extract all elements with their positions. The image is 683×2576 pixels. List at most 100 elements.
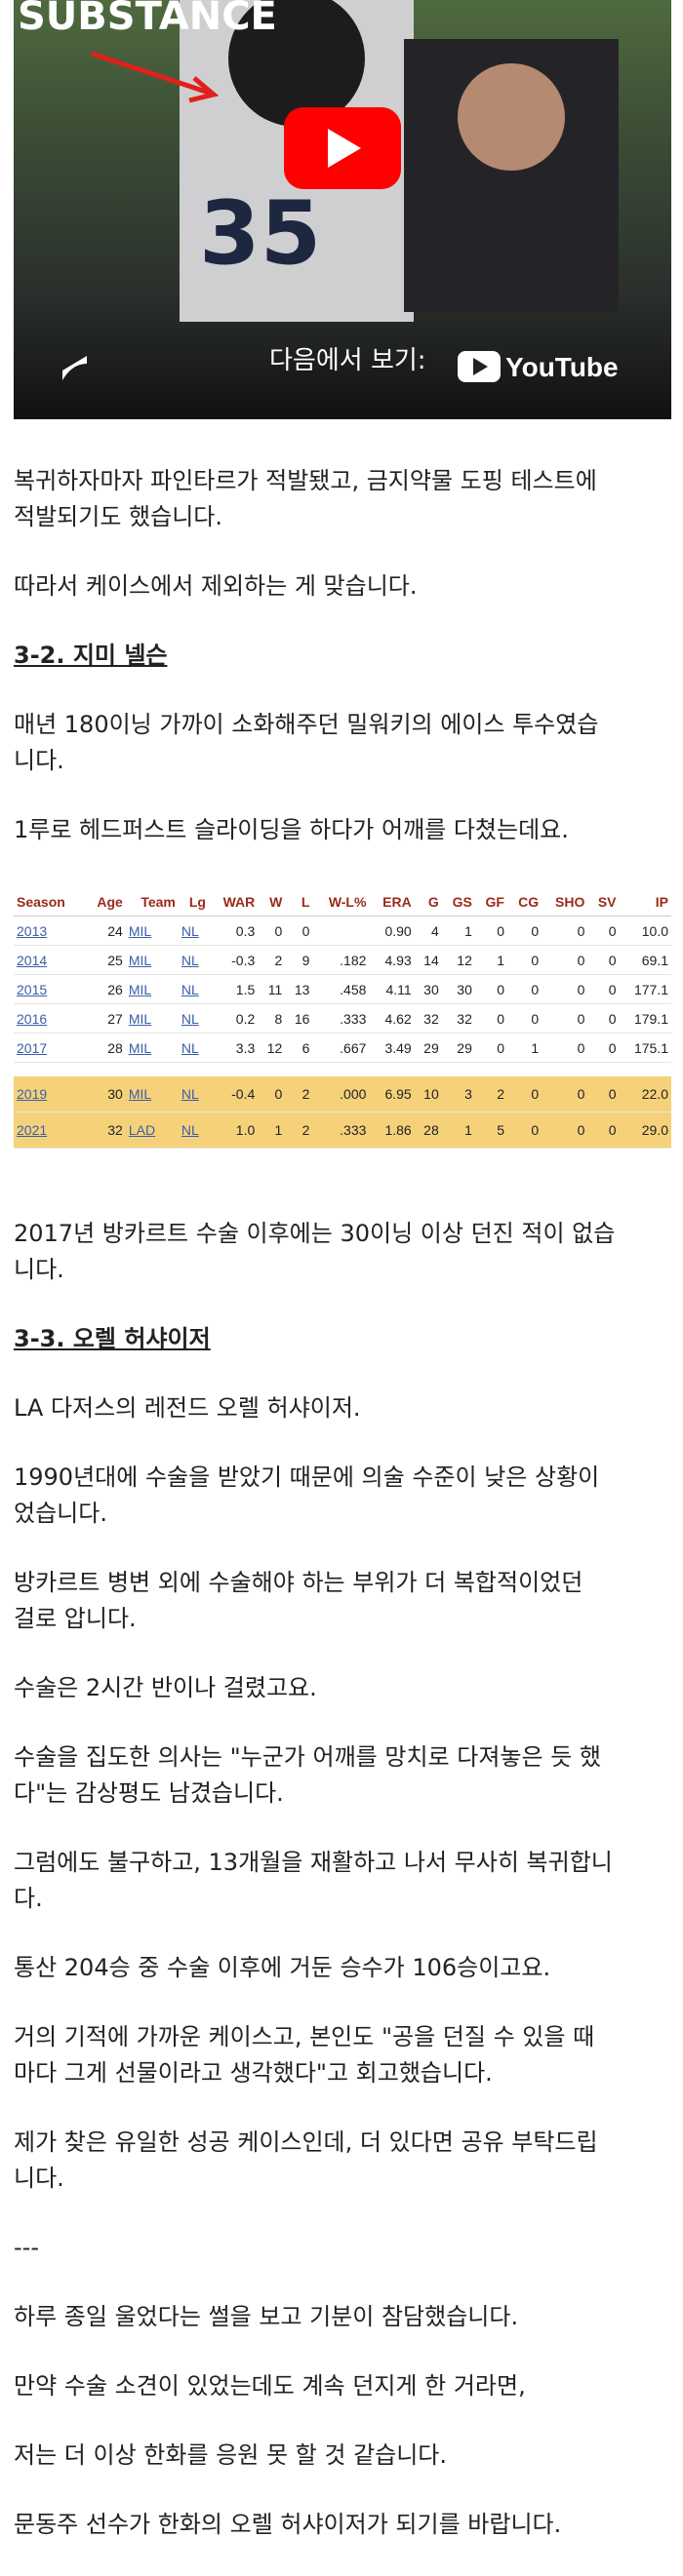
header-cell: Season xyxy=(14,888,85,917)
table-cell: 175.1 xyxy=(619,1033,671,1063)
text-line: 적발되기도 했습니다. xyxy=(14,503,222,530)
player-head xyxy=(228,0,365,127)
table-cell: 12 xyxy=(258,1033,286,1063)
text-line: 었습니다. xyxy=(14,1500,107,1527)
paragraph: 매년 180이닝 가까이 소화해주던 밀워키의 에이스 투수였습 니다. xyxy=(14,707,677,779)
paragraph: 저는 더 이상 한화를 응원 못 할 것 같습니다. xyxy=(14,2438,677,2474)
table-cell: 25 xyxy=(84,945,126,975)
table-cell: 0 xyxy=(506,974,542,1004)
paragraph: 만약 수술 소견이 있었는데도 계속 던지게 한 거라면, xyxy=(14,2368,677,2404)
table-cell: 3.3 xyxy=(208,1033,259,1063)
table-cell: 0 xyxy=(587,1076,620,1112)
table-cell: 0 xyxy=(542,974,588,1004)
video-embed[interactable]: 35 SUBSTANCE 다음에서 보기: YouTube xyxy=(14,0,671,419)
paragraph: 통산 204승 중 수술 이후에 거둔 승수가 106승이고요. xyxy=(14,1950,677,1986)
table-cell: 1 xyxy=(506,1033,542,1063)
table-cell: 179.1 xyxy=(619,1003,671,1034)
table-cell: 13 xyxy=(285,974,313,1004)
paragraph: 거의 기적에 가까운 케이스고, 본인도 "공을 던질 수 있을 때 마다 그게 … xyxy=(14,2019,677,2091)
table-cell: 32 xyxy=(441,1003,475,1034)
text-line: 수술은 2시간 반이나 걸렸고요. xyxy=(14,1674,317,1701)
link-cell: 2014 xyxy=(14,945,85,975)
text-line: 방카르트 병변 외에 수술해야 하는 부위가 더 복합적이었던 xyxy=(14,1569,583,1596)
stats-table: Season Age Team Lg WAR W L W-L% ERA G GS GF CG SHO SV I… xyxy=(14,888,671,1149)
text-line: 마다 그게 선물이라고 생각했다"고 회고했습니다. xyxy=(14,2059,493,2087)
table-cell: 24 xyxy=(84,916,126,946)
paragraph: 제가 찾은 유일한 성공 케이스인데, 더 있다면 공유 부탁드립 니다. xyxy=(14,2125,677,2197)
table-cell: 177.1 xyxy=(619,974,671,1004)
table-cell: 0 xyxy=(542,1033,588,1063)
table-cell: 0 xyxy=(587,974,620,1004)
table-cell: 30 xyxy=(84,1076,126,1112)
text-line: 매년 180이닝 가까이 소화해주던 밀워키의 에이스 투수였습 xyxy=(14,711,599,738)
header-cell: WAR xyxy=(208,888,259,917)
link-cell: NL xyxy=(178,1076,209,1112)
table-cell: 32 xyxy=(414,1003,442,1034)
watch-on-label: 다음에서 보기: xyxy=(269,346,426,375)
table-cell: 30 xyxy=(414,974,442,1004)
link-cell: 2013 xyxy=(14,916,85,946)
table-cell: 8 xyxy=(258,1003,286,1034)
table-cell: 0 xyxy=(506,945,542,975)
arrow xyxy=(91,51,210,96)
table-cell: 29.0 xyxy=(619,1112,671,1149)
table-cell: 0 xyxy=(542,1076,588,1112)
table-cell: 4.62 xyxy=(369,1003,415,1034)
video-thumbnail: 35 SUBSTANCE 다음에서 보기: YouTube xyxy=(18,0,619,382)
play-icon xyxy=(328,129,361,168)
table-row: 2017 28 MIL NL 3.3 12 6.667 3.49 29 29 0 1 0 0 175.1 xyxy=(14,1033,671,1063)
table-cell: 0 xyxy=(542,1003,588,1034)
text-line: 니다. xyxy=(14,2165,64,2192)
paragraph: 2017년 방카르트 수술 이후에는 30이닝 이상 던진 적이 없습 니다. xyxy=(14,1216,677,1288)
table-cell: 0 xyxy=(542,1112,588,1149)
link-cell: MIL xyxy=(125,1076,179,1112)
header-cell: G xyxy=(414,888,442,917)
header-cell: CG xyxy=(506,888,542,917)
header-cell: L xyxy=(285,888,313,917)
paragraph: 복귀하자마자 파인타르가 적발됐고, 금지약물 도핑 테스트에 적발되기도 했습니… xyxy=(14,463,677,535)
table-cell: 5 xyxy=(474,1112,507,1149)
table-cell: .667 xyxy=(312,1033,370,1063)
overlay-text: SUBSTANCE xyxy=(18,0,277,39)
article-body: 복귀하자마자 파인타르가 적발됐고, 금지약물 도핑 테스트에 적발되기도 했습니… xyxy=(14,463,677,2576)
text-line: 걸로 압니다. xyxy=(14,1605,137,1632)
table-row: 2014 25 MIL NL -0.3 2 9.182 4.93 14 12 1 0 0 0 69.1 xyxy=(14,945,671,975)
link-cell: NL xyxy=(178,1033,209,1063)
umpire-face xyxy=(458,63,565,171)
table-cell: 9 xyxy=(285,945,313,975)
arrow-head xyxy=(188,76,220,103)
table-cell: 0.3 xyxy=(208,916,259,946)
share-icon[interactable] xyxy=(62,356,87,380)
link-cell: 2021 xyxy=(14,1112,85,1149)
table-cell: 0 xyxy=(258,1076,286,1112)
table-cell: 30 xyxy=(441,974,475,1004)
table-cell: 3 xyxy=(441,1076,475,1112)
table-cell: 6 xyxy=(285,1033,313,1063)
text-line: 2017년 방카르트 수술 이후에는 30이닝 이상 던진 적이 없습 xyxy=(14,1220,616,1247)
table-cell: 0 xyxy=(587,1003,620,1034)
link-cell: NL xyxy=(178,1112,209,1149)
link-cell: NL xyxy=(178,974,209,1004)
table-cell: 28 xyxy=(414,1112,442,1149)
table-cell: 4.11 xyxy=(369,974,415,1004)
highlight-row: 2019 30 MIL NL -0.4 0 2.000 6.95 10 3 2 0 0 0 22.0 xyxy=(14,1076,671,1112)
table-cell: 69.1 xyxy=(619,945,671,975)
table-cell: 26 xyxy=(84,974,126,1004)
jersey-number: 35 xyxy=(199,182,321,285)
table-cell: 0 xyxy=(542,945,588,975)
table-cell: -0.3 xyxy=(208,945,259,975)
text-line: 3-2. 지미 넬슨 xyxy=(14,642,168,669)
table-cell: 0 xyxy=(285,916,313,946)
table-cell: 28 xyxy=(84,1033,126,1063)
table-cell: 0 xyxy=(474,1033,507,1063)
text-line: 그럼에도 불구하고, 13개월을 재활하고 나서 무사히 복귀합니 xyxy=(14,1849,613,1876)
header-cell: GS xyxy=(441,888,475,917)
paragraph: 수술을 집도한 의사는 "누군가 어깨를 망치로 다져놓은 듯 했 다"는 감상평… xyxy=(14,1739,677,1812)
table-cell: .000 xyxy=(312,1076,370,1112)
link-cell: MIL xyxy=(125,1033,179,1063)
table-cell: 1 xyxy=(441,916,475,946)
link-cell: MIL xyxy=(125,1003,179,1034)
table-row: 2013 24 MIL NL 0.3 0 0 0.90 4 1 0 0 0 0 10.0 xyxy=(14,916,671,946)
